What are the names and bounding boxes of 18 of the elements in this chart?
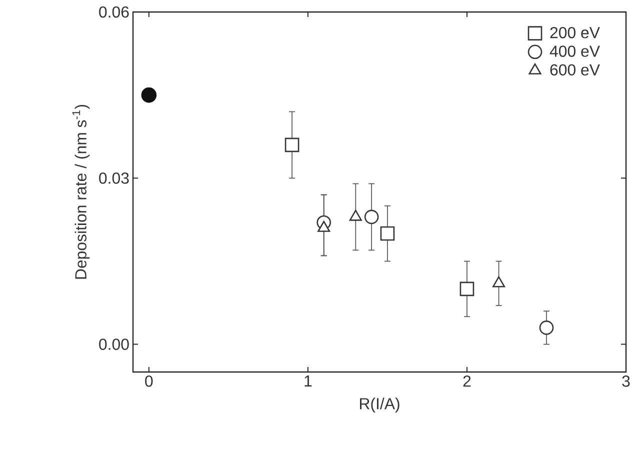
x-tick-label: 2 xyxy=(463,376,471,387)
point xyxy=(364,210,379,224)
legend-label: 400 eV xyxy=(550,46,600,57)
x-axis-title: R(I/A) xyxy=(360,398,400,412)
point xyxy=(539,320,554,335)
y-tick-label: 0.00 xyxy=(99,338,129,350)
point xyxy=(284,138,300,152)
point xyxy=(460,282,474,296)
x-tick-label: 0 xyxy=(145,376,153,387)
point xyxy=(141,87,157,103)
point xyxy=(380,226,395,241)
legend-label: 600 eV xyxy=(550,64,600,76)
legend-label: 200 eV xyxy=(550,26,600,38)
x-tick-label: 1 xyxy=(304,376,312,386)
x-tick-label: 3 xyxy=(622,376,630,387)
y-axis-title: Deposition rate / (nm s$^{-1}$) xyxy=(72,104,90,279)
y-tick-label: 0.03 xyxy=(99,172,129,184)
y-tick-label: 0.06 xyxy=(99,6,129,18)
